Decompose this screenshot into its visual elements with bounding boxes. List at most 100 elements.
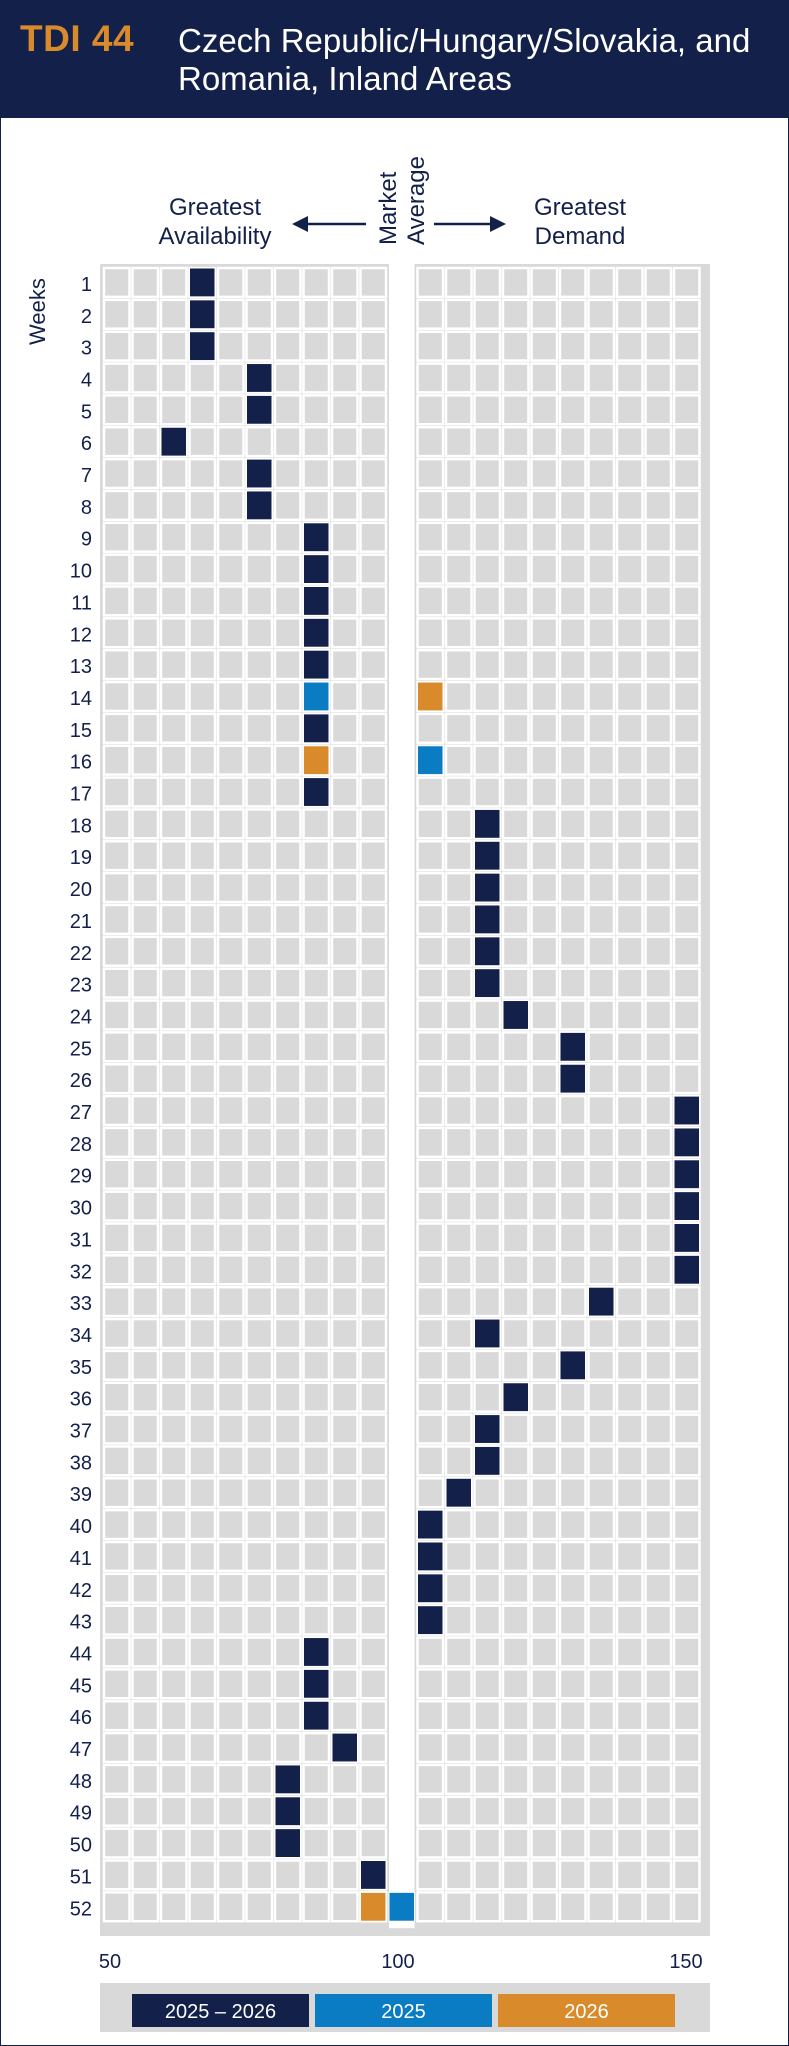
grid-cell [159, 1604, 188, 1636]
grid-cell [501, 1668, 530, 1700]
grid-cell [245, 1317, 274, 1350]
grid-cell [615, 1795, 644, 1827]
grid-cell [644, 776, 673, 808]
legend-label: 2025 – 2026 [165, 2001, 276, 2023]
grid-cell [245, 1445, 274, 1477]
grid-cell [359, 1126, 388, 1159]
grid-cell [672, 521, 701, 553]
grid-cell [330, 648, 359, 681]
grid-cell [558, 1572, 587, 1604]
mark-2025-2026-week-19 [474, 840, 501, 871]
grid-cell [188, 426, 217, 458]
grid-cell [302, 1254, 331, 1286]
grid-cell [359, 1190, 388, 1222]
grid-cell [530, 1763, 559, 1796]
grid-cell [501, 1572, 530, 1604]
grid-cell [330, 935, 359, 967]
grid-cell [273, 362, 302, 394]
grid-cell [245, 712, 274, 745]
grid-cell [273, 935, 302, 967]
grid-cell [615, 521, 644, 553]
grid-cell [473, 1094, 502, 1127]
grid-cell [131, 1349, 160, 1382]
grid-cell [102, 1413, 131, 1445]
grid-cell [473, 1190, 502, 1222]
grid-cell [558, 1094, 587, 1127]
grid-cell [501, 967, 530, 999]
grid-cell [273, 394, 302, 426]
grid-cell [245, 871, 274, 904]
grid-cell [188, 1413, 217, 1445]
grid-cell [672, 1763, 701, 1796]
grid-cell [273, 1031, 302, 1063]
grid-cell [558, 1254, 587, 1286]
grid-cell [558, 457, 587, 490]
mark-2025-2026-week-37 [474, 1414, 501, 1444]
grid-cell [416, 1254, 445, 1286]
grid-cell [501, 1763, 530, 1796]
week-label: 25 [70, 1038, 92, 1060]
grid-cell [558, 648, 587, 681]
grid-cell [245, 1731, 274, 1764]
grid-cell [558, 617, 587, 649]
grid-cell [359, 744, 388, 776]
grid-cell [159, 1413, 188, 1445]
grid-cell [245, 840, 274, 872]
grid-cell [416, 298, 445, 330]
grid-cell [615, 617, 644, 649]
grid-cell [416, 1636, 445, 1668]
grid-cell [273, 457, 302, 490]
grid-cell [245, 1190, 274, 1222]
grid-cell [330, 1381, 359, 1413]
grid-cell [615, 808, 644, 840]
grid-cell [644, 680, 673, 713]
grid-cell [330, 457, 359, 490]
grid-cell [444, 1063, 473, 1095]
market-average-column [389, 264, 415, 1929]
grid-cell [245, 1381, 274, 1413]
grid-cell [131, 553, 160, 585]
grid-cell [530, 1891, 559, 1923]
grid-cell [102, 999, 131, 1031]
grid-cell [501, 1795, 530, 1827]
label-market-average-2: Average [403, 156, 430, 245]
grid-cell [302, 1222, 331, 1254]
grid-cell [501, 489, 530, 522]
y-axis-label: Weeks [25, 278, 50, 345]
grid-cell [216, 394, 245, 426]
grid-cell [102, 585, 131, 617]
grid-cell [558, 1604, 587, 1636]
grid-cell [530, 967, 559, 999]
grid-cell [615, 1158, 644, 1190]
mark-2025-week-14 [303, 681, 330, 712]
grid-cell [359, 935, 388, 967]
grid-cell [273, 1349, 302, 1382]
grid-cell [131, 1668, 160, 1700]
grid-cell [615, 457, 644, 490]
grid-cell [245, 617, 274, 649]
grid-cell [159, 1508, 188, 1541]
grid-cell [530, 457, 559, 490]
grid-cell [501, 1190, 530, 1222]
grid-cell [102, 903, 131, 936]
grid-cell [216, 1254, 245, 1286]
grid-cell [530, 1572, 559, 1604]
grid-cell [216, 935, 245, 967]
grid-cell [615, 1604, 644, 1636]
grid-cell [530, 903, 559, 936]
grid-cell [330, 903, 359, 936]
grid-cell [530, 776, 559, 808]
grid-cell [102, 1031, 131, 1063]
grid-cell [444, 967, 473, 999]
week-label: 12 [70, 624, 92, 646]
grid-cell [615, 1731, 644, 1764]
grid-cell [359, 712, 388, 745]
week-label: 27 [70, 1102, 92, 1124]
grid-cell [102, 394, 131, 426]
grid-cell [644, 744, 673, 776]
grid-cell [245, 1094, 274, 1127]
mark-2025-2026-week-4 [246, 363, 273, 393]
grid-cell [159, 298, 188, 330]
grid-cell [359, 298, 388, 330]
grid-cell [159, 1445, 188, 1477]
